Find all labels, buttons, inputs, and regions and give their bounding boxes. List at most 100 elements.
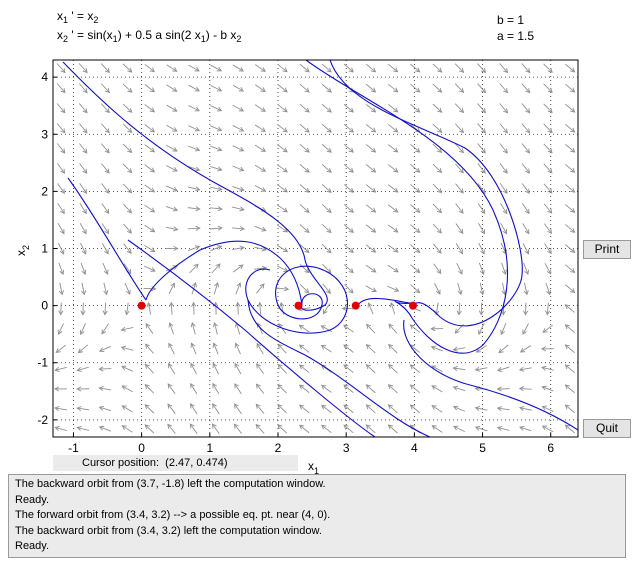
field-arrow [277,164,288,173]
field-arrow [343,384,354,394]
field-arrow [431,425,443,433]
field-arrow [79,163,88,174]
field-arrow [277,384,287,394]
field-arrow [232,125,245,132]
field-arrow [276,244,289,253]
field-arrow [410,144,421,153]
field-arrow [522,323,529,335]
field-arrow [298,364,310,373]
field-arrow [320,344,332,353]
field-arrow [299,264,310,274]
print-button[interactable]: Print [583,240,631,259]
orbit-right-saddle [357,297,415,306]
field-arrow [541,365,554,371]
field-arrow [410,83,421,93]
field-arrow [101,163,110,174]
field-arrow [454,63,465,73]
field-arrow [78,103,88,114]
field-arrow [343,244,354,254]
cursor-label: Cursor position: [82,457,160,469]
field-arrow [257,301,263,315]
log-line: The backward orbit from (3.4, 3.2) left … [15,524,322,537]
field-arrow [57,163,66,174]
field-arrow [543,63,553,73]
x-tick-label: 1 [206,441,213,455]
field-arrow [500,323,507,336]
y-tick-label: 4 [41,70,48,84]
field-arrow [98,366,112,372]
field-arrow [387,404,398,414]
field-arrow [144,404,155,414]
field-arrow [365,63,377,73]
field-arrow [565,244,576,253]
field-arrow [498,344,509,354]
field-arrow [190,362,197,375]
field-arrow [123,243,132,254]
field-arrow [365,103,377,113]
field-arrow [432,223,442,234]
field-arrow [256,283,265,294]
field-arrow [102,302,108,316]
field-arrow [298,344,310,353]
field-arrow [321,244,332,254]
field-arrow [430,326,444,332]
equilibrium-point[interactable] [351,301,360,310]
field-arrow [387,204,399,213]
field-arrow [299,83,310,93]
field-arrow [101,143,110,154]
field-arrow [79,183,88,195]
equilibrium-point[interactable] [137,301,146,310]
field-arrow [232,206,245,212]
field-arrow [124,302,130,316]
equilibrium-point[interactable] [294,301,303,310]
equilibrium-point[interactable] [409,301,417,310]
field-arrow [387,384,398,394]
field-arrow [343,424,354,434]
message-log[interactable]: The backward orbit from (3.7, -1.8) left… [8,474,626,558]
field-arrow [322,303,331,315]
field-arrow [234,362,242,375]
field-arrow [387,124,399,133]
field-arrow [187,245,201,252]
field-arrow [541,425,554,433]
field-arrow [474,425,488,432]
field-arrow [299,63,310,73]
field-arrow [187,206,201,212]
field-arrow [121,365,134,372]
field-arrow [188,64,200,72]
field-arrow [103,282,109,296]
field-arrow [188,145,201,152]
field-arrow [255,383,265,394]
field-arrow [191,301,197,315]
field-arrow [564,344,575,353]
field-arrow [321,163,332,173]
field-arrow [453,425,465,433]
y-tick-label: 1 [41,242,48,256]
field-arrow [213,281,220,295]
field-arrow [452,385,466,392]
field-arrow [54,406,67,412]
field-arrow [144,144,156,153]
quit-button[interactable]: Quit [583,419,631,438]
x-tick-label: 0 [138,441,145,455]
field-arrow [144,363,154,374]
field-arrow [234,403,242,415]
field-arrow [321,404,332,413]
field-arrow [366,323,376,334]
x-axis-label: x1 [308,459,319,476]
x-tick-label: 4 [411,441,418,455]
field-arrow [58,282,64,296]
field-arrow [542,324,553,333]
log-line: The forward orbit from (3.4, 3.2) --> a … [15,509,331,521]
field-arrow [543,83,553,93]
field-arrow [410,264,421,274]
field-arrow [321,204,332,214]
field-arrow [409,324,421,333]
field-arrow [543,103,553,114]
field-arrow [254,104,266,112]
field-arrow [410,164,421,173]
field-arrow [387,104,399,113]
field-arrow [167,362,176,375]
field-arrow [432,143,443,154]
